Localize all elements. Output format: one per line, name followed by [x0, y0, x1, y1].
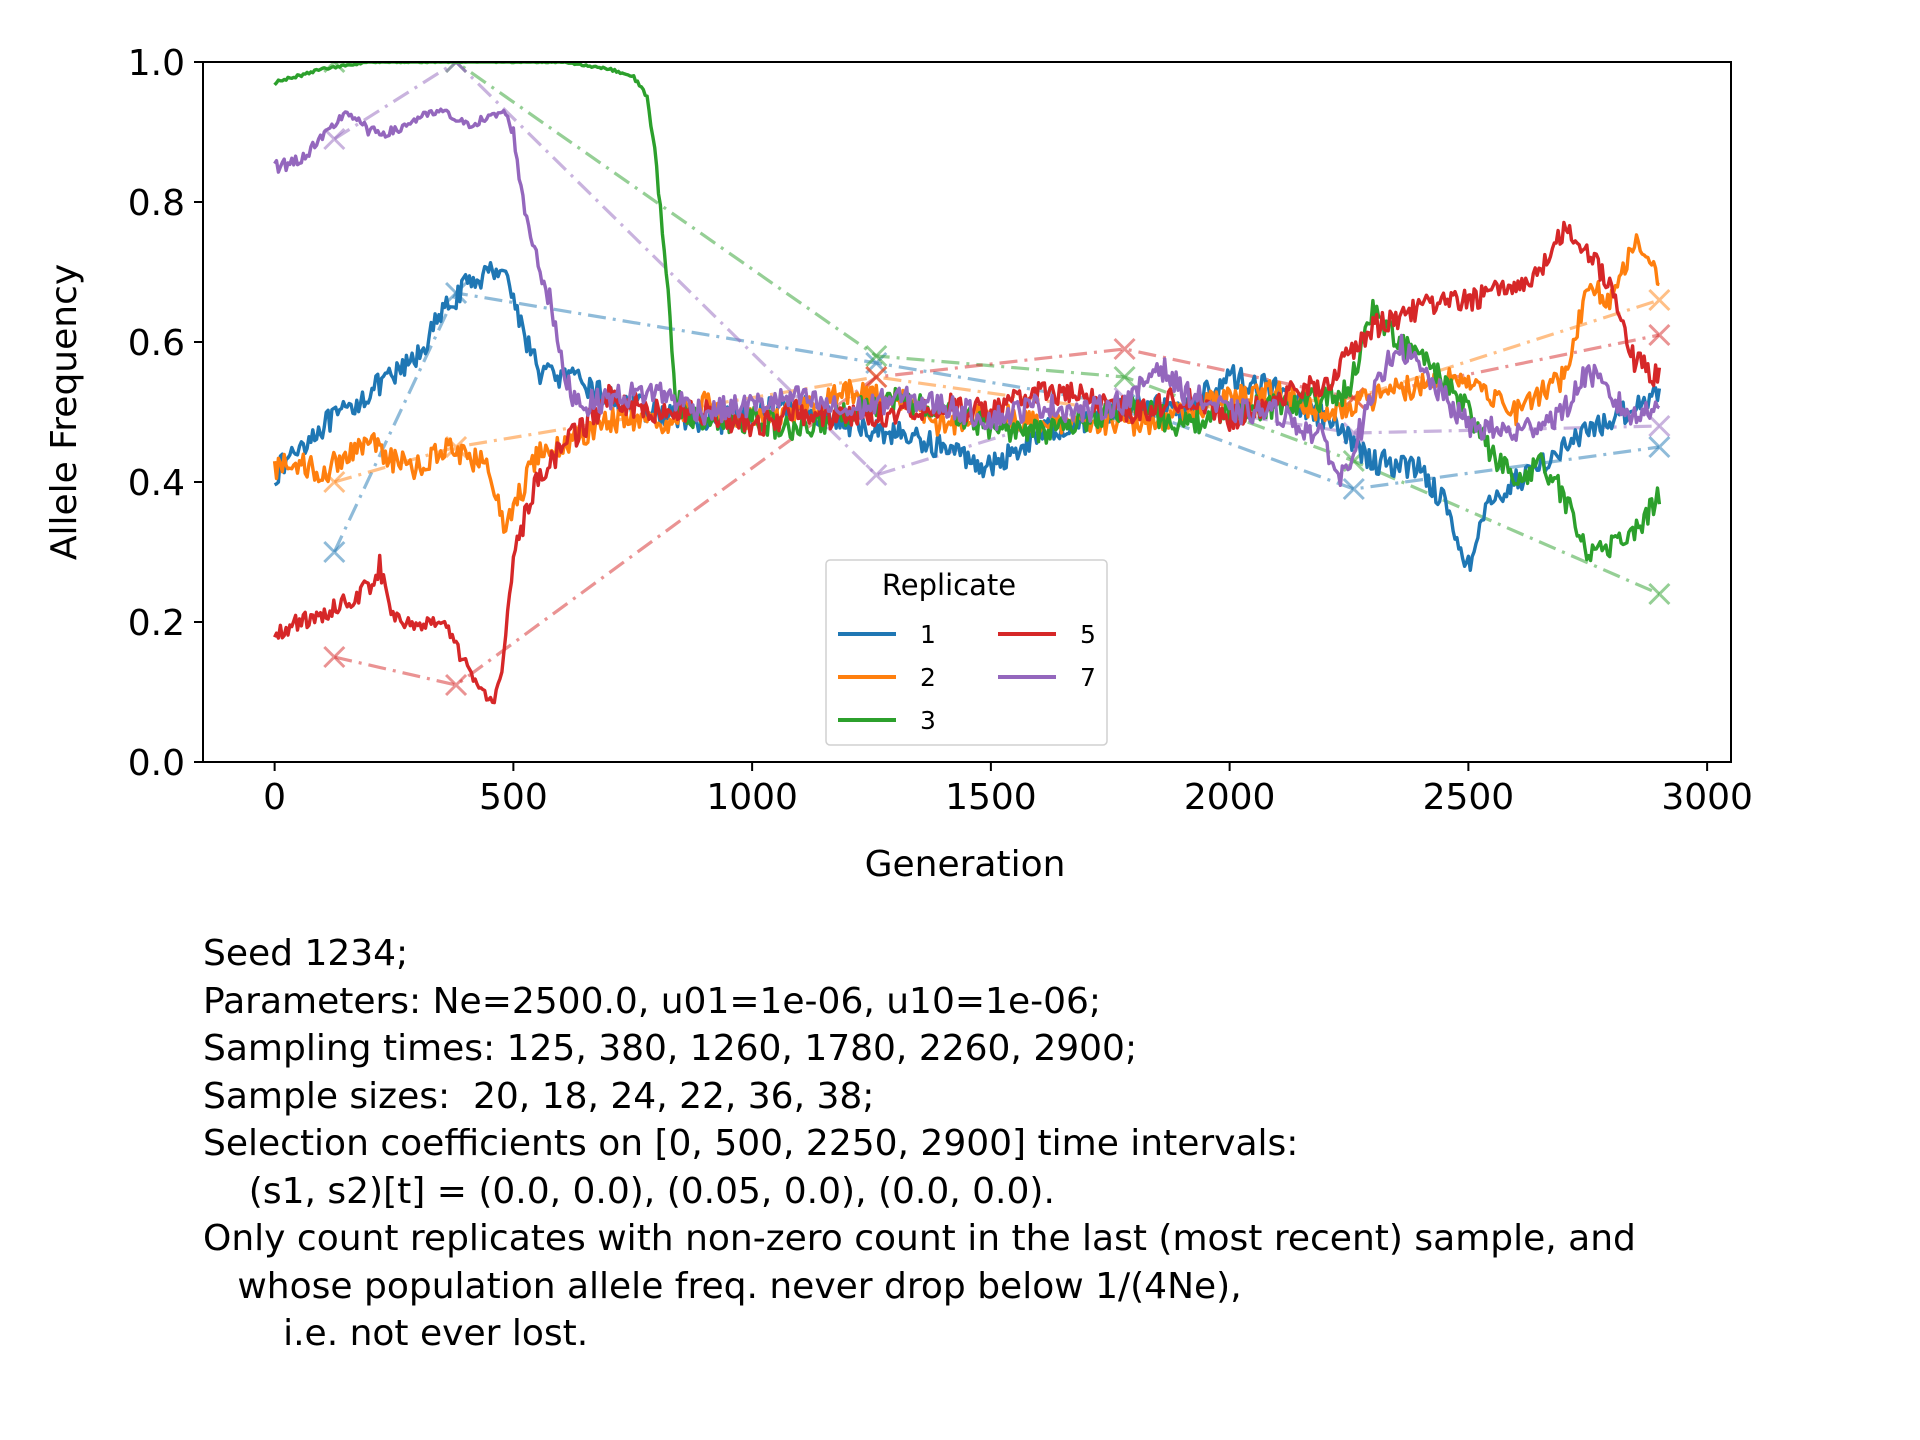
legend-frame — [825, 559, 1108, 746]
y-tick-label: 0.2 — [128, 603, 185, 644]
legend-label-3: 3 — [920, 706, 936, 735]
series-line-1 — [273, 261, 1662, 572]
y-axis-label: Allele Frequency — [44, 264, 85, 560]
sample-marker-7 — [445, 62, 468, 74]
x-tick-label: 2500 — [1423, 777, 1515, 818]
sample-marker-1 — [1648, 435, 1671, 459]
caption-line: Sample sizes: 20, 18, 24, 22, 36, 38; — [203, 1075, 875, 1117]
caption-line: whose population allele freq. never drop… — [203, 1265, 1242, 1307]
sample-marker-5 — [323, 645, 346, 669]
sample-marker-5 — [1648, 323, 1671, 347]
axes: 0 500 1000 1500 2000 2500 3000 0.0 0.2 0.4 0.6 0.8 1… — [128, 43, 1753, 818]
caption-line: Sampling times: 125, 380, 1260, 1780, 22… — [203, 1028, 1138, 1069]
caption-line: i.e. not ever lost. — [203, 1313, 589, 1354]
legend-label-7: 7 — [1080, 663, 1096, 692]
series-line-5 — [273, 220, 1662, 705]
sample-marker-5 — [445, 673, 468, 697]
sample-marker-1 — [1342, 477, 1365, 501]
x-tick-label: 0 — [263, 777, 286, 818]
caption-line: Seed 1234; — [203, 933, 409, 974]
plot-frame — [202, 61, 1732, 763]
x-tick-label: 2000 — [1184, 777, 1276, 818]
x-tick-label: 500 — [479, 777, 548, 818]
sample-marker-5 — [1113, 337, 1136, 361]
y-tick-label: 0.0 — [128, 743, 185, 784]
sample-marker-3 — [1113, 365, 1136, 389]
y-tick-label: 1.0 — [128, 43, 185, 84]
sample-marker-7 — [323, 127, 346, 151]
x-tick-label: 1000 — [706, 777, 798, 818]
legend-label-2: 2 — [920, 663, 936, 692]
caption-line: Parameters: Ne=2500.0, u01=1e-06, u10=1e… — [203, 980, 1102, 1022]
legend: Replicate 1 2 3 5 7 — [825, 559, 1108, 746]
legend-title: Replicate — [882, 568, 1016, 602]
legend-label-1: 1 — [920, 620, 936, 649]
legend-label-5: 5 — [1080, 620, 1096, 649]
sample-marker-7 — [1648, 414, 1671, 438]
y-tick-label: 0.6 — [128, 323, 185, 364]
y-tick-label: 0.4 — [128, 463, 185, 504]
y-tick-label: 0.8 — [128, 183, 185, 224]
sample-marker-7 — [865, 463, 888, 487]
sample-marker-3 — [1648, 582, 1671, 606]
caption-line: (s1, s2)[t] = (0.0, 0.0), (0.05, 0.0), (… — [203, 1170, 1055, 1212]
sample-marker-5 — [865, 365, 888, 389]
caption-line: Selection coefficients on [0, 500, 2250,… — [203, 1123, 1299, 1164]
caption: Seed 1234; Parameters: Ne=2500.0, u01=1e-… — [203, 930, 1636, 1358]
x-tick-label: 3000 — [1661, 777, 1753, 818]
caption-line: Only count replicates with non-zero coun… — [203, 1218, 1636, 1259]
x-axis-label: Generation — [865, 844, 1066, 885]
series-line-7 — [273, 107, 1661, 487]
sample-marker-3 — [865, 344, 888, 368]
x-tick-label: 1500 — [945, 777, 1037, 818]
series-lines-layer — [272, 62, 1662, 705]
sample-marker-2 — [1648, 288, 1671, 312]
sample-line-7 — [333, 62, 1660, 477]
sample-marker-1 — [323, 540, 346, 564]
